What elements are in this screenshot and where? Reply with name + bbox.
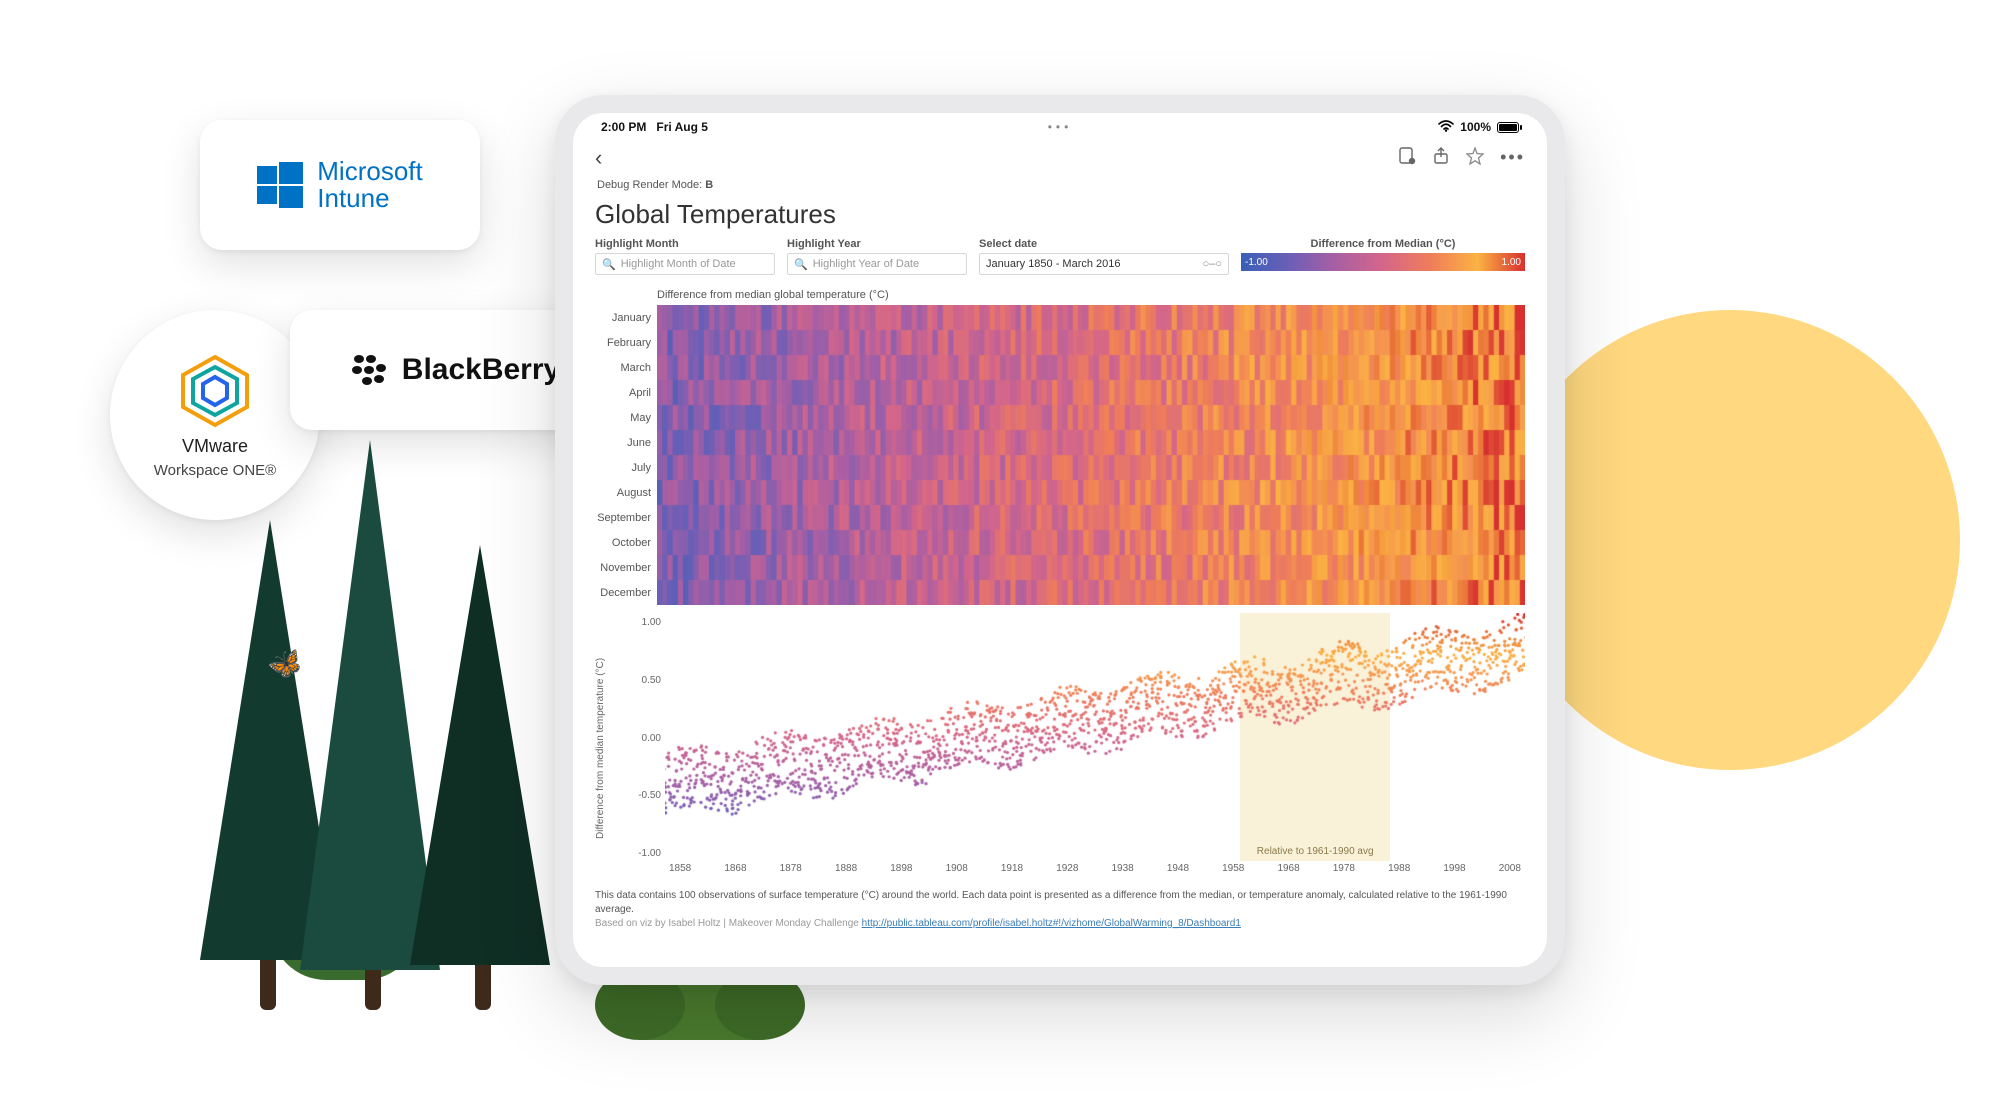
scatter-xtick: 1988 bbox=[1388, 863, 1410, 883]
back-button[interactable]: ‹ bbox=[595, 145, 602, 171]
scatter-ylabel: Difference from median temperature (°C) bbox=[595, 613, 625, 883]
filter-month-input[interactable]: 🔍 Highlight Month of Date bbox=[595, 253, 775, 275]
scatter-xtick: 1998 bbox=[1443, 863, 1465, 883]
status-time: 2:00 PM bbox=[601, 120, 646, 134]
blackberry-icon bbox=[350, 349, 392, 391]
legend-label: Difference from Median (°C) bbox=[1241, 238, 1525, 250]
scatter-xtick: 2008 bbox=[1499, 863, 1521, 883]
scatter-xtick: 1958 bbox=[1222, 863, 1244, 883]
badge-intune: Microsoft Intune bbox=[200, 120, 480, 250]
heatmap-month-label: February bbox=[595, 330, 657, 355]
star-icon[interactable] bbox=[1466, 147, 1484, 170]
badge-vmware-line1: VMware bbox=[182, 437, 248, 456]
search-icon: 🔍 bbox=[794, 258, 808, 271]
filter-range-value: January 1850 - March 2016 bbox=[986, 258, 1121, 270]
debug-mode-line: Debug Render Mode: B bbox=[595, 175, 1525, 199]
status-battery-pct: 100% bbox=[1460, 120, 1491, 134]
badge-blackberry-text: BlackBerry bbox=[402, 354, 560, 386]
vmware-hex-icon bbox=[175, 351, 255, 431]
heatmap-month-label: April bbox=[595, 380, 657, 405]
footer-attribution: Based on viz by Isabel Holtz | Makeover … bbox=[595, 918, 862, 929]
heatmap-month-label: January bbox=[595, 305, 657, 330]
badge-vmware: VMware Workspace ONE® bbox=[110, 310, 320, 520]
scatter-xtick: 1868 bbox=[724, 863, 746, 883]
filter-month-label: Highlight Month bbox=[595, 238, 775, 250]
notes-icon[interactable] bbox=[1398, 147, 1416, 170]
scatter-xtick: 1898 bbox=[890, 863, 912, 883]
filter-month-placeholder: Highlight Month of Date bbox=[621, 258, 736, 270]
heatmap-chart[interactable] bbox=[657, 305, 1525, 605]
scatter-xtick: 1948 bbox=[1167, 863, 1189, 883]
heatmap-month-label: March bbox=[595, 355, 657, 380]
badge-intune-line1: Microsoft bbox=[317, 158, 422, 185]
heatmap-month-label: November bbox=[595, 555, 657, 580]
heatmap-month-label: December bbox=[595, 580, 657, 605]
legend-min: -1.00 bbox=[1245, 257, 1268, 268]
scatter-xtick: 1928 bbox=[1056, 863, 1078, 883]
heatmap-month-label: June bbox=[595, 430, 657, 455]
windows-icon bbox=[257, 162, 303, 208]
filter-range-input[interactable]: January 1850 - March 2016 ○–○ bbox=[979, 253, 1229, 275]
trees-decoration bbox=[190, 450, 610, 1010]
heatmap-subtitle: Difference from median global temperatur… bbox=[657, 289, 1525, 301]
scatter-ytick: 0.50 bbox=[625, 675, 661, 686]
sun-decoration bbox=[1500, 310, 1960, 770]
scatter-xtick: 1858 bbox=[669, 863, 691, 883]
heatmap-month-axis: JanuaryFebruaryMarchAprilMayJuneJulyAugu… bbox=[595, 305, 657, 605]
scatter-xtick: 1938 bbox=[1112, 863, 1134, 883]
filter-year-placeholder: Highlight Year of Date bbox=[813, 258, 919, 270]
heatmap-month-label: July bbox=[595, 455, 657, 480]
scatter-xtick: 1878 bbox=[780, 863, 802, 883]
heatmap-month-label: May bbox=[595, 405, 657, 430]
heatmap-month-label: August bbox=[595, 480, 657, 505]
tablet-screen: 2:00 PM Fri Aug 5 ••• 100% ‹ ••• bbox=[573, 113, 1547, 967]
footer-source-link[interactable]: http://public.tableau.com/profile/isabel… bbox=[862, 918, 1241, 929]
scatter-ytick: 0.00 bbox=[625, 733, 661, 744]
search-icon: 🔍 bbox=[602, 258, 616, 271]
scatter-chart[interactable] bbox=[665, 613, 1525, 861]
scatter-xaxis: 1858 1868 1878 1888 1898 1908 1918 1928 1938 1948… bbox=[665, 863, 1525, 883]
scatter-ytick: -1.00 bbox=[625, 848, 661, 859]
scatter-ytick: -0.50 bbox=[625, 790, 661, 801]
badge-vmware-line2: Workspace ONE® bbox=[154, 462, 276, 479]
heatmap-month-label: October bbox=[595, 530, 657, 555]
scatter-ytick: 1.00 bbox=[625, 617, 661, 628]
filter-year-label: Highlight Year bbox=[787, 238, 967, 250]
status-dots: ••• bbox=[1048, 120, 1073, 134]
dashboard-title: Global Temperatures bbox=[595, 199, 1525, 230]
scatter-xtick: 1978 bbox=[1333, 863, 1355, 883]
status-date: Fri Aug 5 bbox=[656, 120, 708, 134]
wifi-icon bbox=[1438, 120, 1454, 135]
scatter-xtick: 1968 bbox=[1277, 863, 1299, 883]
filter-range-label: Select date bbox=[979, 238, 1229, 250]
more-icon[interactable]: ••• bbox=[1500, 147, 1525, 170]
legend-max: 1.00 bbox=[1502, 257, 1521, 268]
scatter-xtick: 1908 bbox=[946, 863, 968, 883]
heatmap-month-label: September bbox=[595, 505, 657, 530]
badge-intune-line2: Intune bbox=[317, 185, 422, 212]
share-icon[interactable] bbox=[1432, 147, 1450, 170]
filter-year-input[interactable]: 🔍 Highlight Year of Date bbox=[787, 253, 967, 275]
scatter-yaxis: 1.00 0.50 0.00 -0.50 -1.00 bbox=[625, 613, 665, 883]
battery-icon bbox=[1497, 122, 1519, 133]
scatter-xtick: 1918 bbox=[1001, 863, 1023, 883]
status-bar: 2:00 PM Fri Aug 5 ••• 100% bbox=[573, 113, 1547, 141]
tablet-frame: 2:00 PM Fri Aug 5 ••• 100% ‹ ••• bbox=[555, 95, 1565, 985]
legend-gradient: -1.00 1.00 bbox=[1241, 253, 1525, 271]
range-handles-icon: ○–○ bbox=[1203, 258, 1222, 270]
scatter-xtick: 1888 bbox=[835, 863, 857, 883]
footer-description: This data contains 100 observations of s… bbox=[595, 889, 1525, 917]
